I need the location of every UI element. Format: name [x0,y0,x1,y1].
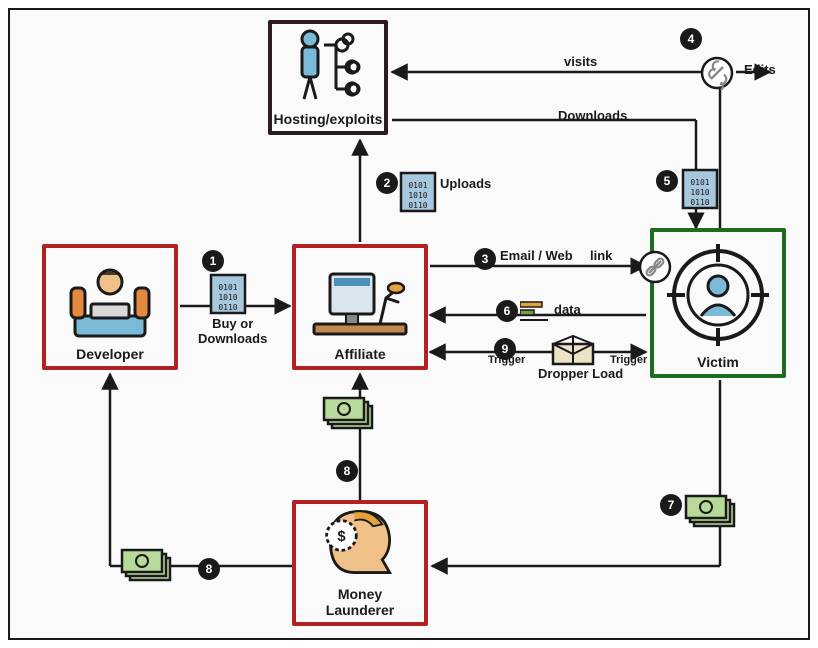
step-badge: 1 [202,250,224,272]
diagram-frame: Developer Affiliate Victim [8,8,810,640]
step-badge: 3 [474,248,496,270]
edge-label: Dropper Load [538,366,623,381]
node-hosting-label: Hosting/exploits [274,111,383,127]
edge-label: Buy or Downloads [198,316,267,346]
svg-text:1010: 1010 [690,188,709,197]
step-badge: 8 [336,460,358,482]
binary-icon: 0101 1010 0110 [208,272,248,316]
node-affiliate: Affiliate [292,244,428,370]
step-badge: 7 [660,494,682,516]
edge-label: link [590,248,612,263]
step-badge: 4 [680,28,702,50]
money-icon [682,492,738,532]
step-badge: 6 [496,300,518,322]
hosting-icon [284,27,372,107]
step-badge: 5 [656,170,678,192]
svg-text:1010: 1010 [218,293,237,302]
edge-label: data [554,302,581,317]
binary-icon: 0101 1010 0110 [398,170,438,214]
developer-icon [65,260,155,342]
node-launderer-label: Money Launderer [326,586,394,618]
svg-text:0101: 0101 [408,181,427,190]
money-icon [320,394,376,434]
launderer-icon: $ [310,504,410,582]
edge-label: Uploads [440,176,491,191]
edge-label: Downloads [558,108,627,123]
node-developer: Developer [42,244,178,370]
data-icon [520,300,550,322]
affiliate-icon [310,258,410,342]
node-launderer: $ Money Launderer [292,500,428,626]
svg-text:0110: 0110 [218,303,237,312]
dropper-icon [550,334,596,368]
edge-label: Trigger [488,354,525,366]
svg-text:0101: 0101 [218,283,237,292]
edge-label: visits [564,54,597,69]
binary-icon: 0101 1010 0110 [680,167,720,211]
link-icon [638,250,672,284]
victim-icon [663,240,773,350]
svg-text:0101: 0101 [690,178,709,187]
step-badge: 8 [198,558,220,580]
svg-text:0110: 0110 [408,201,427,210]
svg-text:0110: 0110 [690,198,709,207]
svg-text:1010: 1010 [408,191,427,200]
node-affiliate-label: Affiliate [334,346,385,362]
money-icon [118,546,174,586]
step-badge: 2 [376,172,398,194]
edge-label: Email / Web [500,248,573,263]
edge-label: Trigger [610,354,647,366]
node-developer-label: Developer [76,346,144,362]
edge-label: Edits [744,62,776,77]
node-hosting: Hosting/exploits [268,20,388,135]
svg-text:$: $ [337,529,346,545]
link-icon [700,56,734,90]
node-victim-label: Victim [697,354,739,370]
